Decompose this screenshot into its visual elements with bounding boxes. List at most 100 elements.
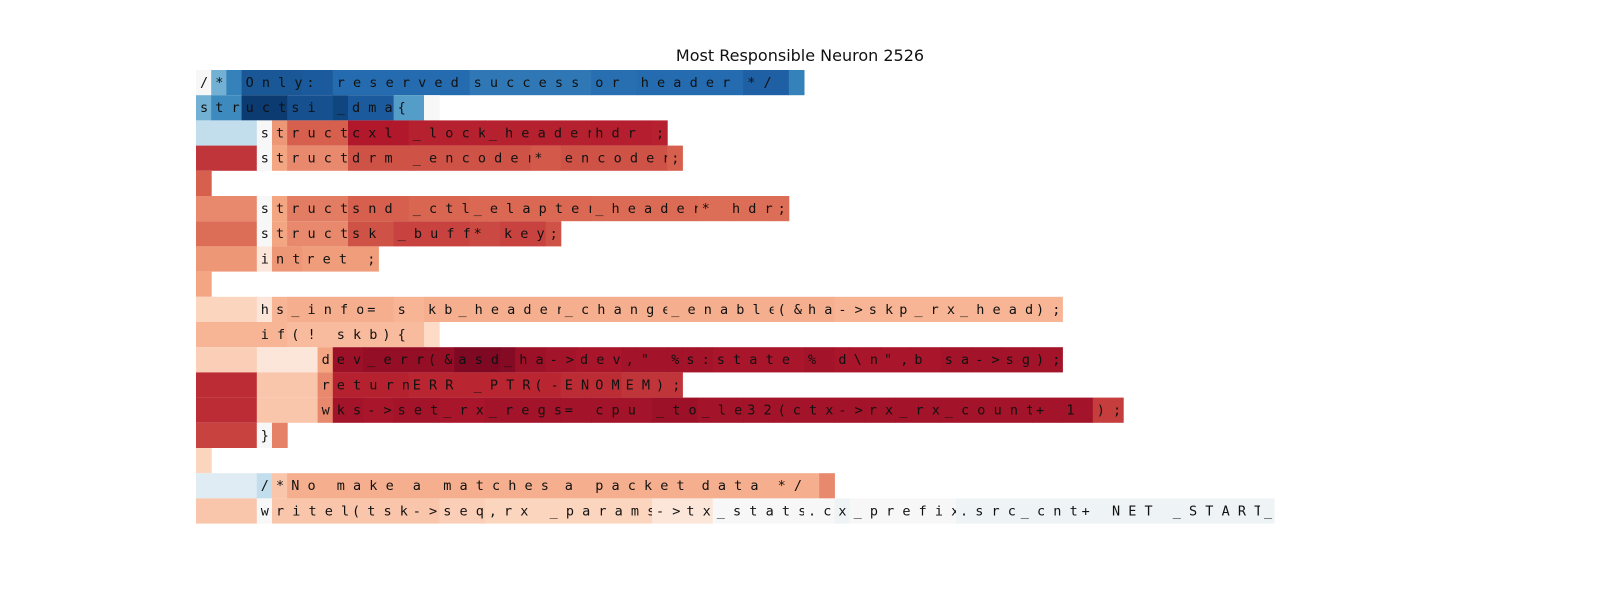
token-cell xyxy=(515,347,547,373)
token-label: d xyxy=(838,352,846,368)
token-cell xyxy=(910,347,942,373)
token-cell xyxy=(667,347,683,373)
token-label: _ h e a d e r xyxy=(458,302,564,318)
token-cell xyxy=(849,498,957,524)
token-label: s xyxy=(261,226,269,242)
token-label: t r xyxy=(215,100,239,116)
token-cell xyxy=(712,347,805,373)
token-label: - > xyxy=(975,352,999,368)
token-label: _ l o c k xyxy=(413,125,486,141)
token-label: - > xyxy=(413,503,437,519)
token-cell xyxy=(591,473,699,499)
token-cell xyxy=(439,473,562,499)
token-cell xyxy=(196,145,258,171)
token-cell xyxy=(256,322,288,348)
token-cell xyxy=(348,196,410,222)
token-cell xyxy=(560,397,592,423)
token-cell xyxy=(591,196,699,222)
token-cell xyxy=(773,196,790,222)
token-cell xyxy=(804,296,835,322)
token-cell xyxy=(241,70,303,96)
token-label: ; xyxy=(778,201,786,217)
token-row: r e t u r n E R R _ P T R( - E N O M E M) ; xyxy=(196,372,683,398)
token-cell xyxy=(652,120,668,146)
token-cell xyxy=(697,473,775,499)
token-label: E N xyxy=(565,377,589,393)
token-label: h a xyxy=(519,352,543,368)
token-cell xyxy=(272,473,288,499)
token-cell xyxy=(530,372,562,398)
token-row xyxy=(196,271,212,297)
token-label: } xyxy=(261,428,269,444)
token-label: / xyxy=(200,75,208,91)
token-label: ( - xyxy=(534,377,558,393)
token-row: w r i t e l(t s k - > s e q, r x _ p a r a m… xyxy=(196,498,1275,524)
token-label: ; xyxy=(367,251,375,267)
token-label: ) ; xyxy=(1097,403,1121,419)
token-row xyxy=(196,170,212,196)
token-label: r i t e l xyxy=(276,503,349,519)
token-cell xyxy=(348,120,410,146)
token-cell xyxy=(332,95,349,121)
token-cell xyxy=(956,498,972,524)
token-label: x xyxy=(838,503,846,519)
token-cell xyxy=(196,296,258,322)
token-label: / xyxy=(261,478,269,494)
token-label: r u c t xyxy=(291,151,348,167)
token-cell xyxy=(1108,498,1170,524)
token-label: { xyxy=(398,100,406,116)
token-label: = xyxy=(367,302,375,318)
token-label: h xyxy=(261,302,269,318)
token-cell xyxy=(819,498,835,524)
token-cell xyxy=(256,397,319,423)
token-label: t x xyxy=(686,503,710,519)
token-label: - > xyxy=(367,403,391,419)
token-label: 3 2 xyxy=(747,403,771,419)
token-cell xyxy=(302,70,334,96)
token-label: a xyxy=(413,478,421,494)
token-label: _ s t a t s xyxy=(717,503,806,519)
token-label: r e t xyxy=(306,251,347,267)
token-label: e n c o d e r xyxy=(565,151,671,167)
token-cell xyxy=(256,372,319,398)
token-cell xyxy=(804,347,835,373)
token-cell xyxy=(272,246,303,272)
token-label: _ e n c o d e r xyxy=(413,151,535,167)
token-label: ( xyxy=(778,403,786,419)
token-label: a s d xyxy=(458,352,499,368)
token-cell xyxy=(682,498,714,524)
token-cell xyxy=(196,95,212,121)
token-cell xyxy=(1260,498,1275,524)
token-label: m a t c h e s xyxy=(443,478,549,494)
token-label: ) ; xyxy=(1036,352,1060,368)
token-label: s xyxy=(261,201,269,217)
token-label: : xyxy=(306,75,314,91)
token-label: u c t xyxy=(246,100,287,116)
token-label: _ xyxy=(337,100,346,116)
token-cell xyxy=(895,296,911,322)
token-cell xyxy=(226,70,243,96)
token-label: r x xyxy=(869,403,893,419)
token-cell xyxy=(317,347,334,373)
token-label: = xyxy=(565,403,573,419)
token-cell xyxy=(834,296,866,322)
token-cell xyxy=(272,296,288,322)
token-cell xyxy=(287,145,349,171)
token-label: + xyxy=(1036,403,1044,419)
token-cell xyxy=(408,498,440,524)
token-cell xyxy=(196,221,258,247)
token-cell xyxy=(652,498,683,524)
token-cell xyxy=(196,271,212,297)
token-label: \ n xyxy=(854,352,878,368)
token-cell xyxy=(788,70,805,96)
token-label: s u c c e s s xyxy=(474,75,580,91)
token-label: * xyxy=(534,151,542,167)
token-label: s xyxy=(686,352,694,368)
token-label: + xyxy=(1082,503,1090,519)
token-cell xyxy=(591,397,653,423)
token-label: N E T xyxy=(1112,503,1153,519)
token-label: t xyxy=(276,151,284,167)
token-label: " , xyxy=(884,352,908,368)
